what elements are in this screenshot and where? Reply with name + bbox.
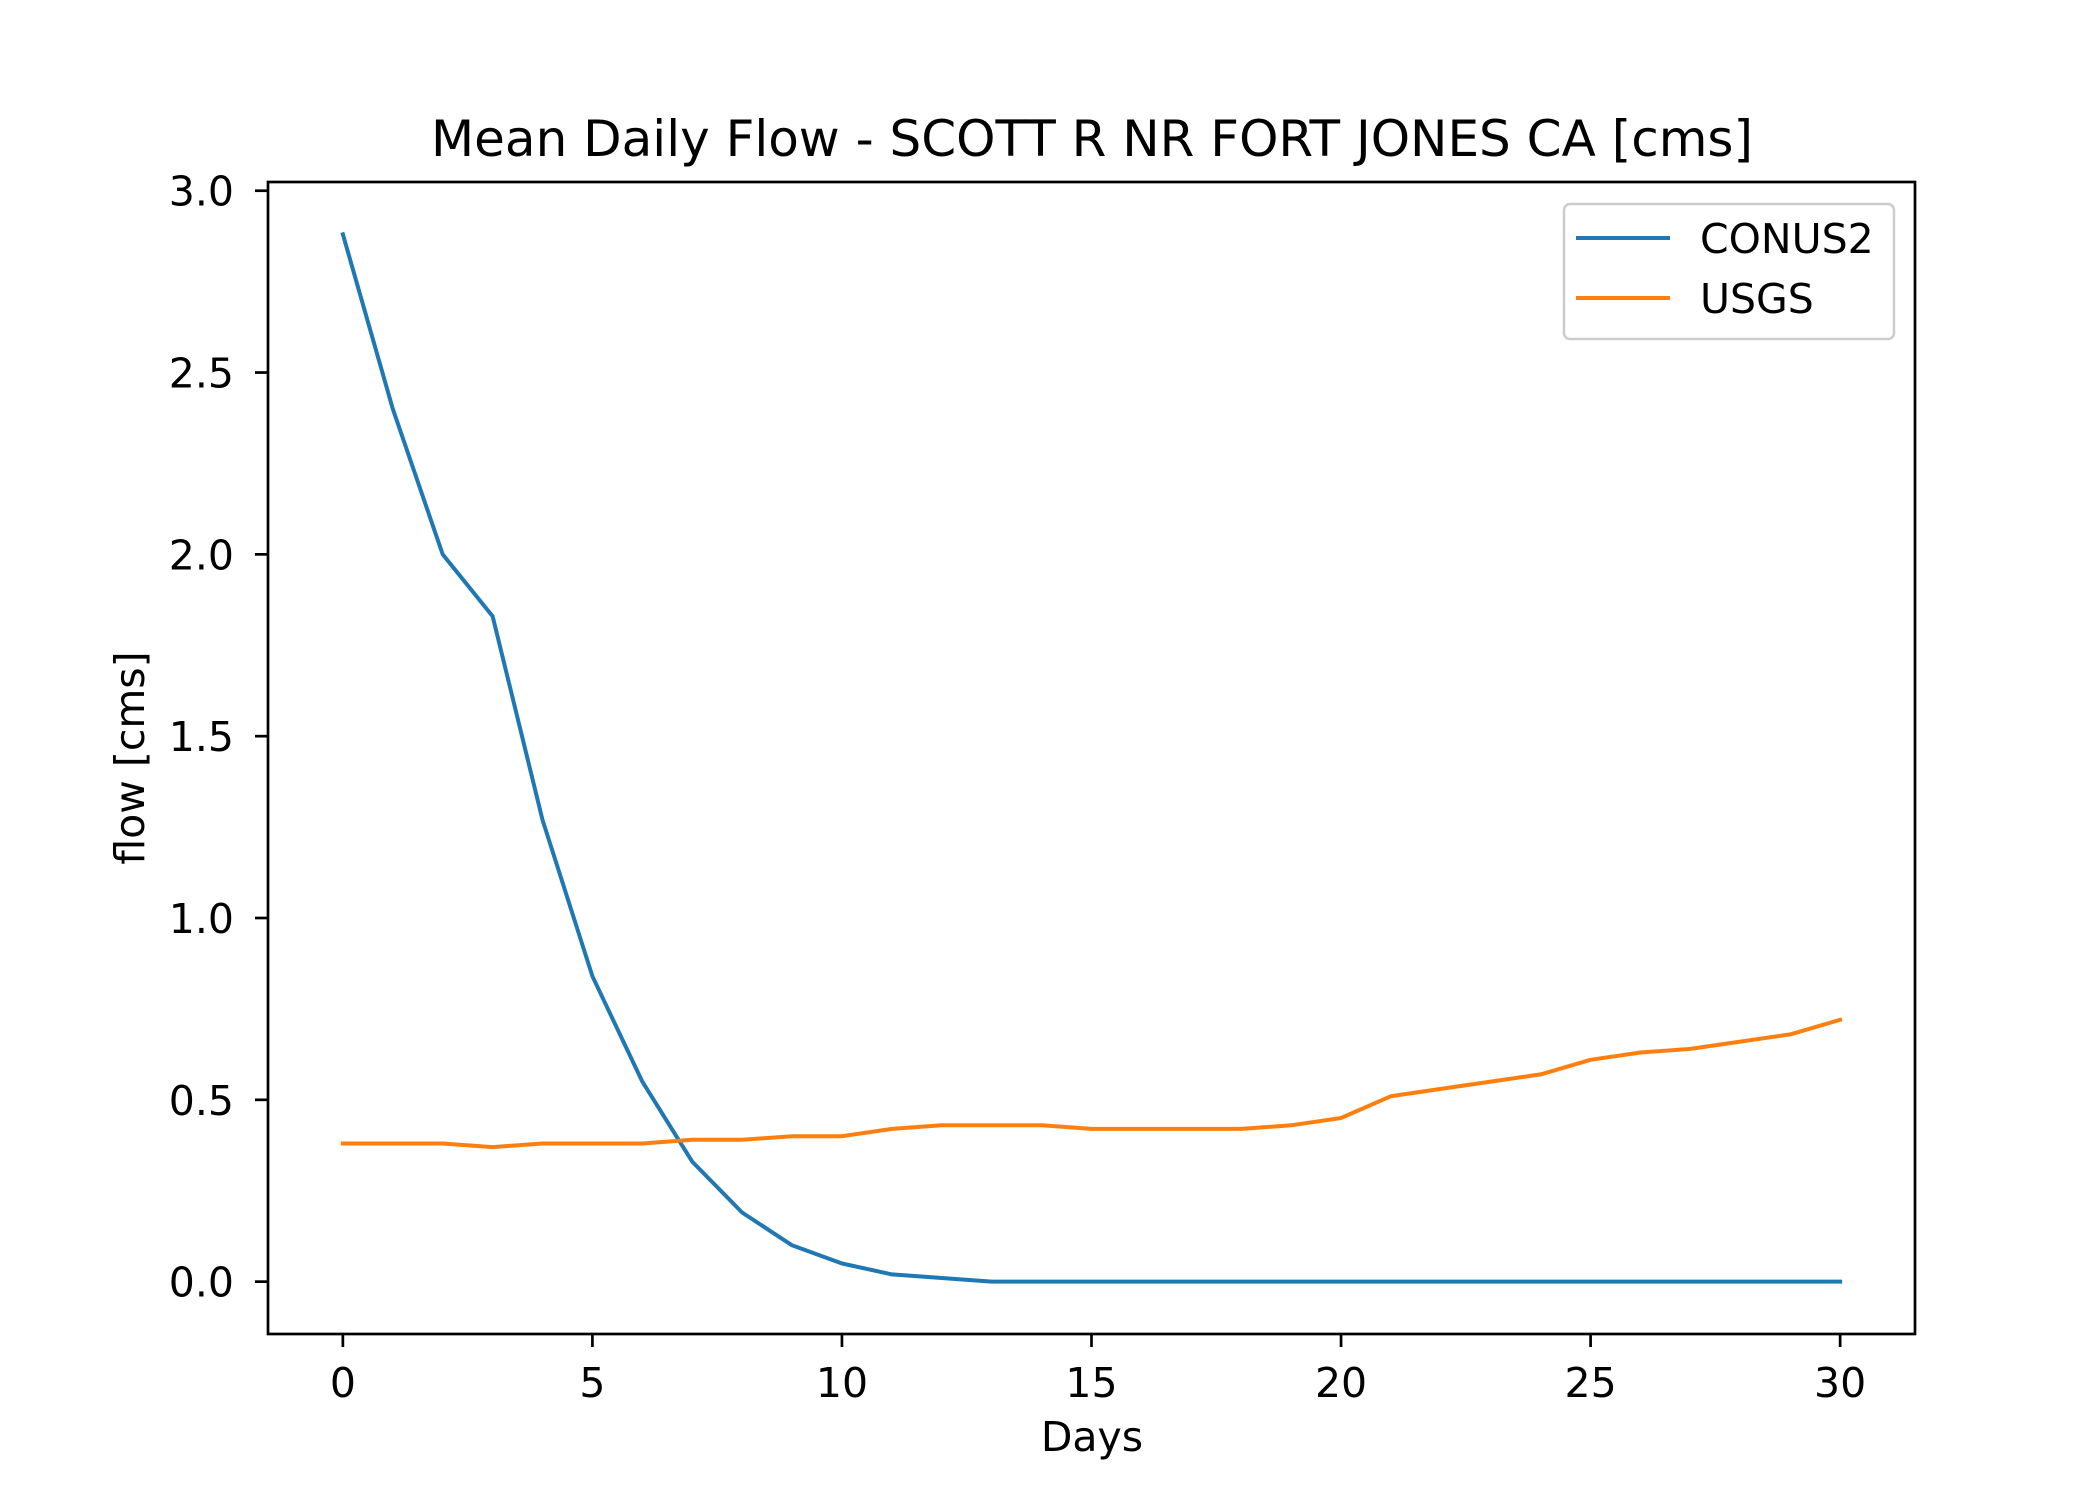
y-tick-label-1: 0.5 [169,1077,234,1125]
y-axis: 0.0 0.5 1.0 1.5 2.0 2.5 3.0 [169,168,268,1307]
series-layer [340,231,1843,1284]
x-tick-label-5: 25 [1565,1359,1617,1407]
y-tick-label-5: 2.5 [169,350,234,398]
legend: CONUS2 USGS [1562,202,1896,341]
y-axis-label: flow [cms] [106,651,154,864]
x-tick-label-6: 30 [1814,1359,1866,1407]
legend-label-conus2: CONUS2 [1700,215,1874,263]
x-tick-label-4: 20 [1315,1359,1367,1407]
y-tick-label-3: 1.5 [169,713,234,761]
series-line-conus2 [340,231,1843,1284]
legend-label-usgs: USGS [1700,275,1814,323]
plot-area [266,180,1917,1336]
x-axis: 0 5 10 15 20 25 30 [330,1334,1866,1407]
x-axis-label: Days [1041,1413,1143,1461]
y-tick-label-0: 0.0 [169,1259,234,1307]
y-tick-label-4: 2.0 [169,531,234,579]
x-tick-label-3: 15 [1065,1359,1117,1407]
plot-background [268,182,1915,1334]
x-tick-label-0: 0 [330,1359,356,1407]
chart-title: Mean Daily Flow - SCOTT R NR FORT JONES … [431,110,1753,168]
y-tick-label-2: 1.0 [169,895,234,943]
x-tick-label-2: 10 [816,1359,868,1407]
x-tick-label-1: 5 [579,1359,605,1407]
series-line-usgs [340,1017,1843,1150]
y-tick-label-6: 3.0 [169,168,234,216]
